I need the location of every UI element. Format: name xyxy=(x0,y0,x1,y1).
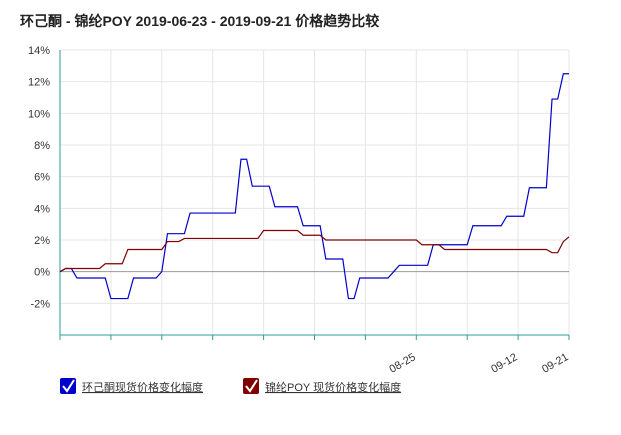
y-tick-label: 14% xyxy=(28,45,50,57)
legend-check xyxy=(62,379,75,393)
x-tick-label: 09-12 xyxy=(489,351,519,375)
series-line xyxy=(59,229,570,273)
legend-check xyxy=(245,379,258,393)
legend-label[interactable]: 环己酮现货价格变化幅度 xyxy=(82,380,203,394)
y-tick-label: 4% xyxy=(34,203,50,215)
y-tick-label: 12% xyxy=(28,77,50,89)
legend-label[interactable]: 锦纶POY 现货价格变化幅度 xyxy=(265,380,401,394)
y-tick-label: 6% xyxy=(34,172,50,184)
y-tick-label: 0% xyxy=(34,267,50,279)
legend-item[interactable]: 环己酮现货价格变化幅度 xyxy=(60,378,203,394)
y-tick-label: -2% xyxy=(30,298,50,310)
x-tick-label: 09-21 xyxy=(540,351,570,375)
y-tick-label: 10% xyxy=(28,108,50,120)
y-tick-label: 8% xyxy=(34,140,50,152)
legend-item[interactable]: 锦纶POY 现货价格变化幅度 xyxy=(243,378,401,394)
y-tick-label: 2% xyxy=(34,235,50,247)
series-line xyxy=(59,73,569,300)
x-tick-label: 08-25 xyxy=(387,351,417,375)
chart-title: 环己酮 - 锦纶POY 2019-06-23 - 2019-09-21 价格趋势… xyxy=(20,13,379,29)
